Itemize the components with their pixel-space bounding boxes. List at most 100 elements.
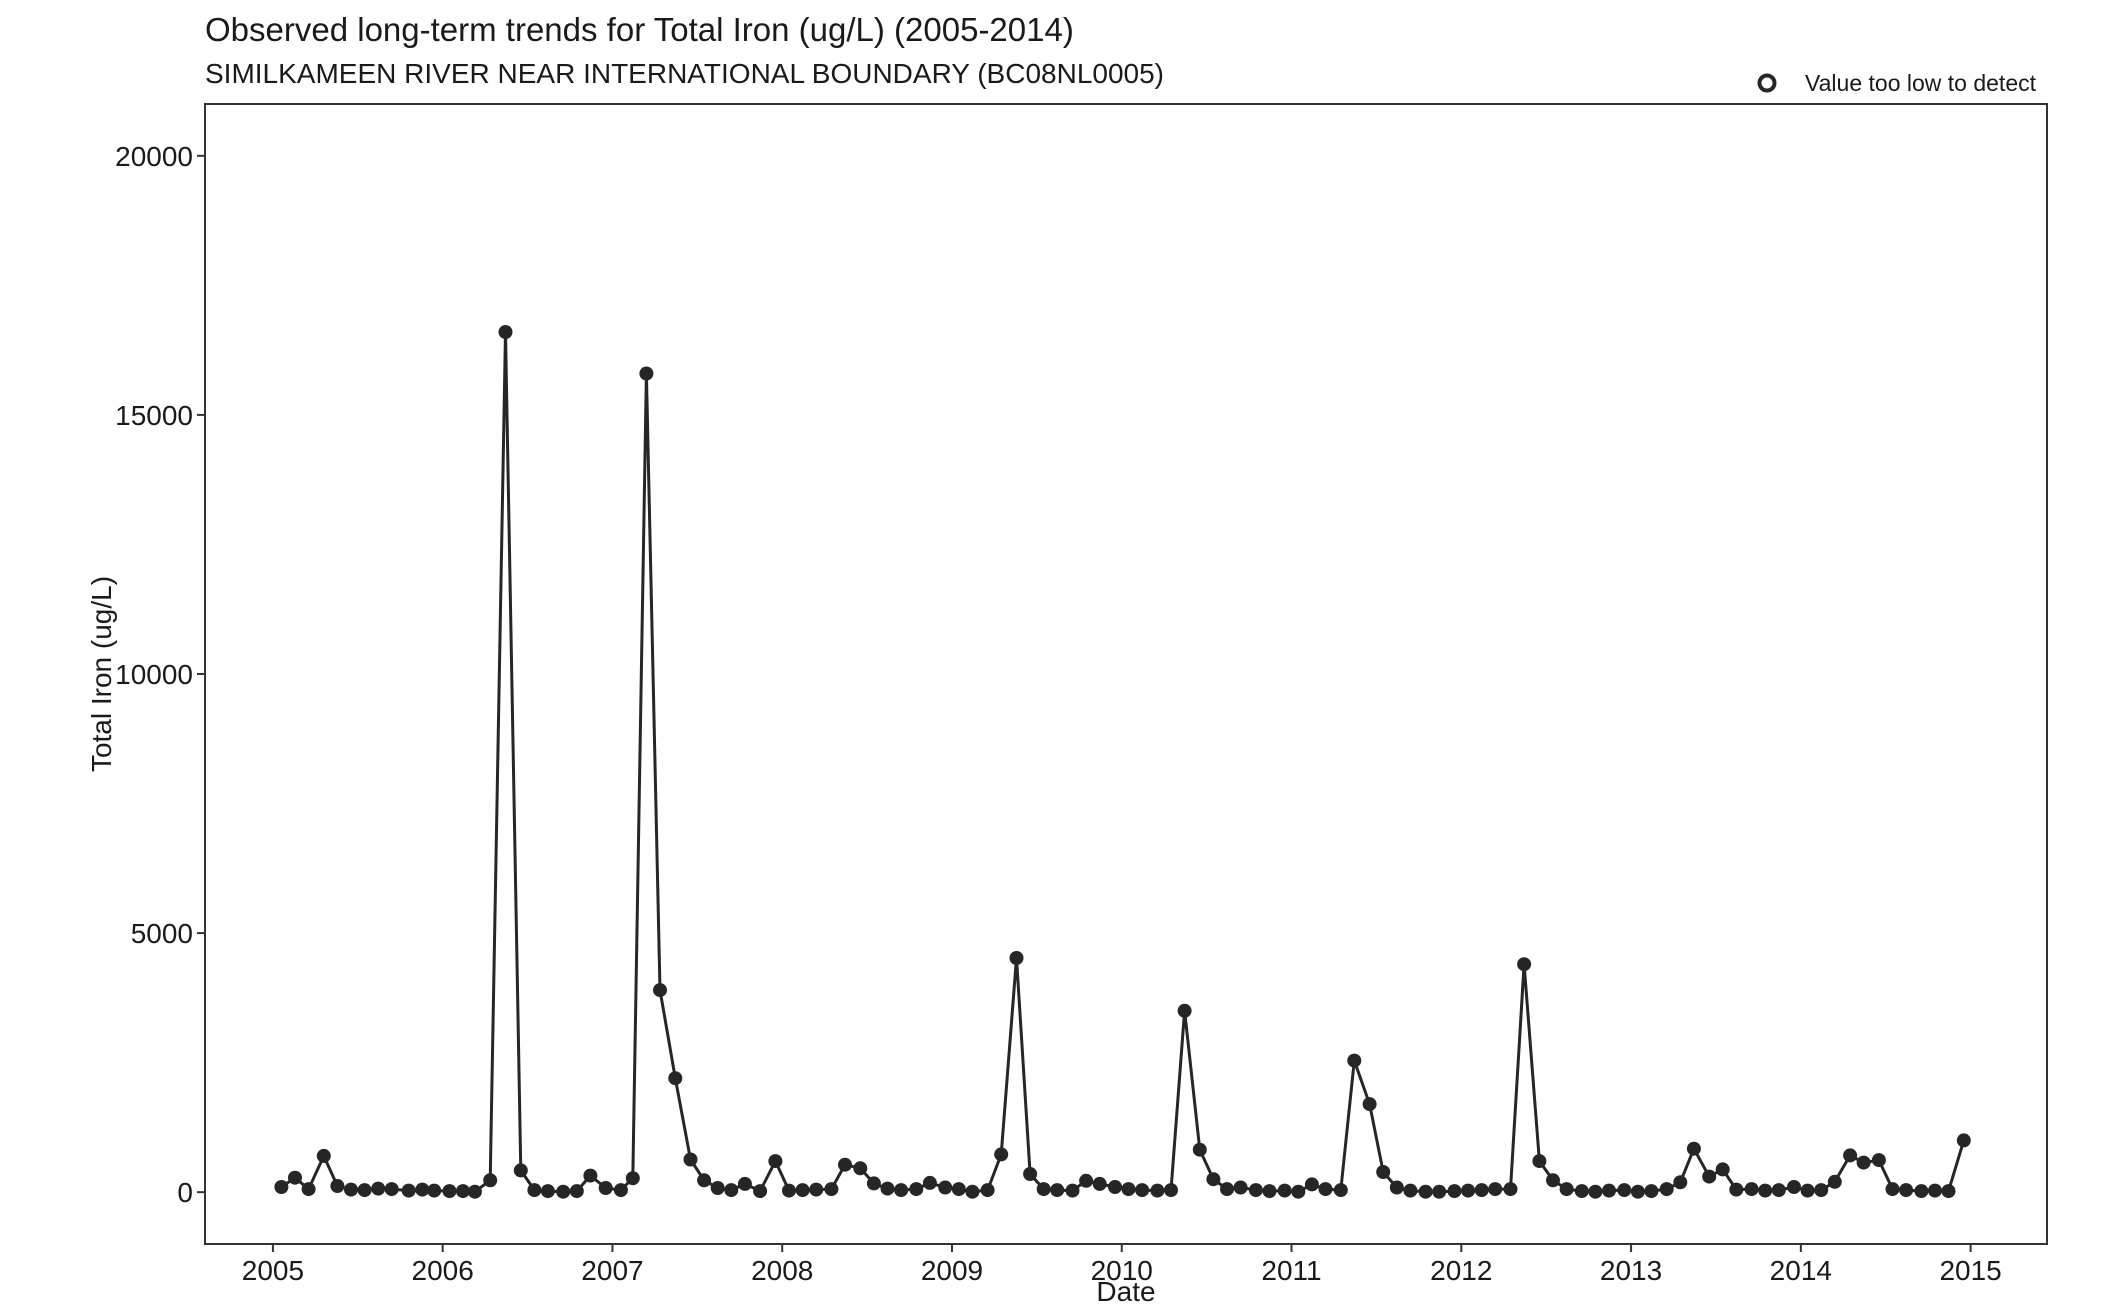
data-point bbox=[1744, 1182, 1759, 1197]
x-tick-label: 2011 bbox=[1261, 1255, 1321, 1286]
data-point bbox=[498, 325, 513, 339]
data-point bbox=[1673, 1175, 1688, 1190]
data-point bbox=[513, 1163, 528, 1178]
data-point bbox=[668, 1071, 683, 1086]
plot-panel bbox=[204, 103, 2048, 1245]
data-point bbox=[1800, 1183, 1815, 1198]
data-point bbox=[1503, 1182, 1518, 1197]
data-point bbox=[330, 1179, 345, 1193]
data-point bbox=[980, 1183, 995, 1198]
data-point bbox=[1362, 1097, 1377, 1112]
data-point bbox=[1192, 1142, 1207, 1157]
data-point bbox=[1036, 1182, 1051, 1197]
data-point bbox=[1233, 1180, 1248, 1195]
data-point bbox=[795, 1183, 810, 1198]
x-tick-label: 2008 bbox=[751, 1255, 813, 1286]
x-tick-label: 2013 bbox=[1600, 1255, 1662, 1286]
x-tick-label: 2015 bbox=[1939, 1255, 2001, 1286]
data-point bbox=[697, 1173, 712, 1188]
data-point bbox=[483, 1173, 498, 1188]
data-point bbox=[1702, 1169, 1717, 1184]
data-point bbox=[401, 1183, 416, 1198]
data-point bbox=[1843, 1148, 1858, 1163]
x-tick-label: 2005 bbox=[242, 1255, 304, 1286]
x-tick-label: 2010 bbox=[1091, 1255, 1153, 1286]
data-point bbox=[274, 1180, 289, 1194]
data-point bbox=[1871, 1153, 1886, 1168]
data-point bbox=[938, 1180, 953, 1195]
y-tick-label: 15000 bbox=[115, 400, 193, 431]
data-point bbox=[1787, 1180, 1801, 1194]
x-axis-title: Date bbox=[1096, 1276, 1155, 1307]
data-point bbox=[427, 1183, 442, 1198]
data-point bbox=[653, 983, 667, 998]
data-point bbox=[1376, 1165, 1391, 1179]
chart-subtitle: SIMILKAMEEN RIVER NEAR INTERNATIONAL BOU… bbox=[205, 58, 1164, 89]
data-point bbox=[1814, 1183, 1829, 1198]
data-point bbox=[1517, 957, 1532, 972]
data-point bbox=[598, 1181, 613, 1195]
data-point bbox=[1206, 1172, 1221, 1187]
data-point bbox=[583, 1168, 598, 1183]
data-point bbox=[1092, 1176, 1107, 1191]
data-point bbox=[1644, 1184, 1659, 1199]
data-point bbox=[1447, 1184, 1462, 1199]
data-point bbox=[894, 1183, 909, 1198]
data-point bbox=[824, 1182, 839, 1197]
x-axis: 2005 2006 2007 2008 2009 2010 2011 2012 2013 2014… bbox=[242, 1244, 2002, 1286]
data-point bbox=[768, 1154, 783, 1169]
data-point bbox=[301, 1182, 316, 1197]
data-point bbox=[1588, 1184, 1603, 1199]
x-tick-label: 2014 bbox=[1770, 1255, 1832, 1286]
data-point bbox=[456, 1184, 470, 1199]
data-point bbox=[1941, 1184, 1956, 1199]
data-point bbox=[1389, 1180, 1404, 1195]
chart-title: Observed long-term trends for Total Iron… bbox=[205, 11, 1074, 48]
data-point bbox=[1220, 1182, 1234, 1197]
data-point bbox=[1135, 1183, 1150, 1198]
data-point bbox=[1899, 1183, 1914, 1198]
data-point bbox=[710, 1181, 725, 1195]
data-point bbox=[1177, 1003, 1192, 1018]
data-point bbox=[1602, 1183, 1616, 1198]
data-point bbox=[1827, 1174, 1842, 1189]
x-tick-label: 2012 bbox=[1430, 1255, 1492, 1286]
legend-label: Value too low to detect bbox=[1805, 70, 2037, 96]
data-point bbox=[1532, 1154, 1547, 1169]
data-point bbox=[384, 1182, 399, 1197]
legend-open-circle-marker bbox=[1757, 73, 1777, 93]
data-point bbox=[1403, 1183, 1418, 1198]
y-tick-label: 10000 bbox=[115, 659, 193, 690]
series-line bbox=[280, 330, 1966, 1194]
y-tick-label: 20000 bbox=[115, 141, 193, 172]
data-point bbox=[1291, 1184, 1306, 1199]
data-point bbox=[1885, 1182, 1900, 1197]
data-point bbox=[527, 1183, 542, 1198]
data-point bbox=[442, 1184, 457, 1199]
data-point bbox=[809, 1182, 824, 1197]
data-point bbox=[556, 1184, 571, 1199]
data-point bbox=[1758, 1183, 1773, 1198]
x-tick-label: 2006 bbox=[412, 1255, 474, 1286]
data-point bbox=[1461, 1183, 1476, 1198]
data-point bbox=[1488, 1182, 1503, 1197]
data-point bbox=[1304, 1177, 1319, 1192]
data-point bbox=[1956, 1133, 1971, 1148]
y-axis: 0 5000 10000 15000 20000 bbox=[115, 141, 205, 1208]
y-axis-title: Total Iron (ug/L) bbox=[86, 576, 117, 772]
data-point bbox=[1347, 1053, 1362, 1068]
data-point bbox=[1432, 1184, 1447, 1199]
data-point bbox=[1164, 1183, 1178, 1198]
data-point bbox=[1715, 1162, 1730, 1177]
data-point bbox=[639, 366, 654, 381]
data-point bbox=[371, 1181, 386, 1196]
data-point bbox=[1856, 1155, 1871, 1170]
data-point bbox=[880, 1181, 895, 1196]
data-point bbox=[909, 1182, 924, 1197]
data-point bbox=[344, 1182, 358, 1197]
data-point bbox=[1277, 1183, 1292, 1198]
data-point bbox=[357, 1183, 372, 1198]
y-tick-label: 5000 bbox=[131, 918, 193, 949]
data-point bbox=[866, 1176, 881, 1191]
